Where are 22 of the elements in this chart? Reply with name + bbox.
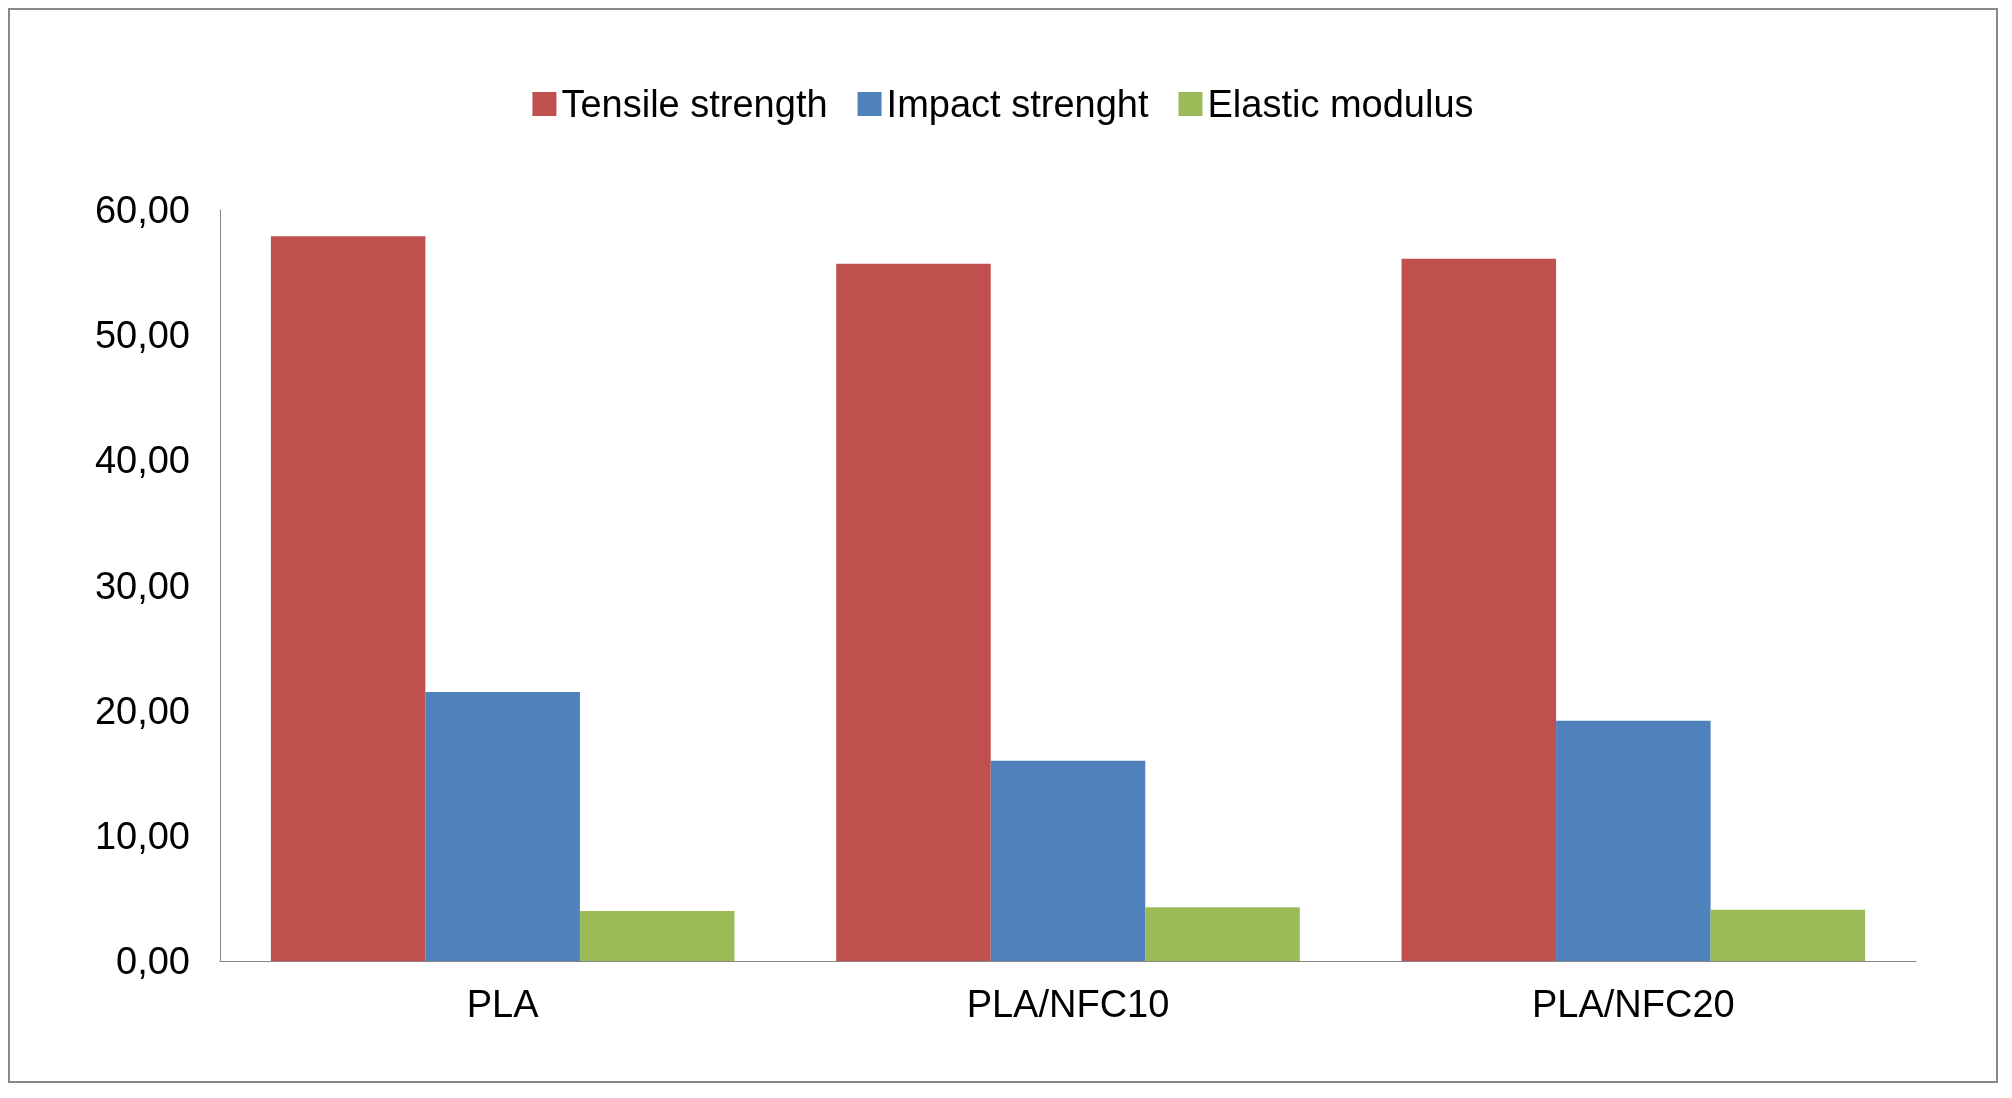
y-tick-label: 20,00 xyxy=(94,689,190,732)
bar xyxy=(836,263,991,961)
y-tick-label: 60,00 xyxy=(94,189,190,231)
y-tick-label: 10,00 xyxy=(94,814,190,857)
y-tick-label: 50,00 xyxy=(94,314,190,357)
bar xyxy=(425,691,580,961)
x-tick-label: PLA xyxy=(466,983,540,1025)
bar xyxy=(1145,907,1300,961)
bar xyxy=(990,760,1146,961)
bar xyxy=(1401,258,1557,961)
y-tick-label: 0,00 xyxy=(116,940,190,982)
y-tick-label: 40,00 xyxy=(94,439,190,482)
x-tick-label: PLA/NFC10 xyxy=(966,983,1170,1025)
x-tick-label: PLA/NFC20 xyxy=(1531,983,1735,1025)
legend-label: Impact strenght xyxy=(886,83,1149,125)
bar xyxy=(1556,720,1711,961)
bar xyxy=(270,236,426,961)
bar xyxy=(579,910,735,961)
bar xyxy=(1710,909,1866,961)
legend-label: Elastic modulus xyxy=(1207,83,1474,125)
legend-label: Tensile strength xyxy=(561,83,828,125)
y-tick-label: 30,00 xyxy=(94,564,190,607)
